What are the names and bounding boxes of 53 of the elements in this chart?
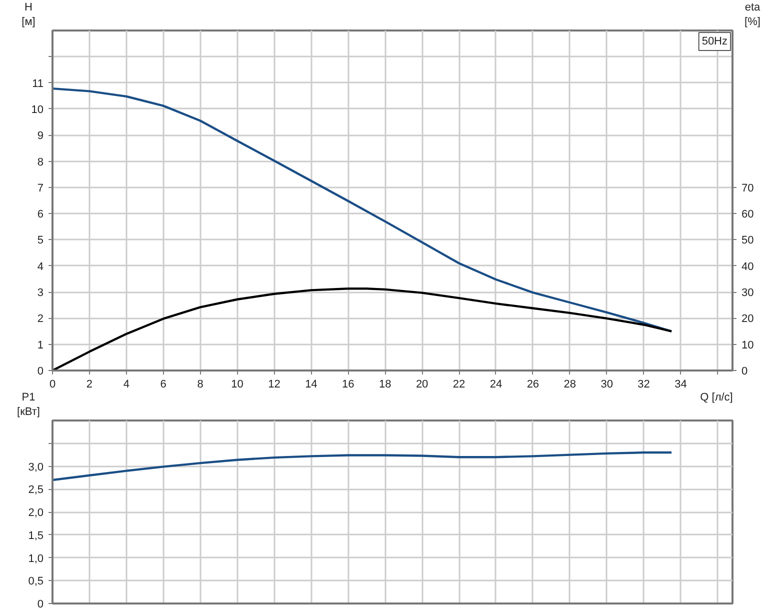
y2-axis-title: eta [%] xyxy=(744,2,762,28)
x-tick-label: 34 xyxy=(674,378,687,390)
x-tick-label: 30 xyxy=(600,378,613,390)
x-tick-label: 26 xyxy=(526,378,540,390)
y-tick-label: 2,0 xyxy=(28,507,44,519)
y-tick-label: 1,0 xyxy=(28,552,44,565)
y2-tick-label: 30 xyxy=(742,287,754,300)
y-tick-label: 6 xyxy=(37,208,44,221)
y-tick-label: 9 xyxy=(37,130,44,142)
y2-tick-label: 10 xyxy=(742,339,754,352)
y-tick-label: 3 xyxy=(37,287,44,300)
y-tick-label: 8 xyxy=(37,156,44,168)
line-series xyxy=(52,87,673,332)
y-axis-title: P1 [кВт] xyxy=(17,392,40,418)
y-tick-label: 7 xyxy=(37,182,44,194)
x-axis-title: Q [л/с] xyxy=(700,392,733,404)
y-tick-label: 3,0 xyxy=(28,461,44,474)
y-tick-label: 2,5 xyxy=(28,484,44,496)
y2-tick-label: 20 xyxy=(742,313,754,326)
x-tick-label: 10 xyxy=(231,378,244,390)
y2-tick-label: 40 xyxy=(742,260,754,273)
y-tick-label: 0 xyxy=(37,366,44,378)
line-series xyxy=(52,288,673,370)
y2-tick-label: 60 xyxy=(742,208,754,221)
x-tick-label: 14 xyxy=(305,378,318,390)
y-axis-title: H [м] xyxy=(22,2,36,28)
y2-tick-label: 0 xyxy=(742,366,748,378)
y-tick-label: 1 xyxy=(37,339,44,352)
x-tick-label: 8 xyxy=(197,378,204,390)
y-tick-label: 2 xyxy=(37,313,44,326)
x-tick-label: 22 xyxy=(452,378,466,390)
x-tick-label: 16 xyxy=(342,378,354,390)
y-tick-label: 0,5 xyxy=(28,576,44,588)
x-tick-label: 24 xyxy=(490,378,502,390)
annotation: 50Hz xyxy=(702,36,728,48)
y2-tick-label: 50 xyxy=(742,234,754,247)
x-tick-label: 6 xyxy=(160,378,166,390)
x-tick-label: 32 xyxy=(638,378,650,390)
x-tick-label: 18 xyxy=(378,378,392,390)
y-tick-label: 4 xyxy=(37,260,44,273)
line-series xyxy=(52,451,673,482)
x-tick-label: 0 xyxy=(49,378,56,390)
y-tick-label: 5 xyxy=(37,234,44,247)
x-tick-label: 12 xyxy=(268,378,280,390)
y-tick-label: 0 xyxy=(37,598,44,610)
x-tick-label: 28 xyxy=(564,378,576,390)
y-tick-label: 11 xyxy=(32,78,44,90)
x-tick-label: 2 xyxy=(86,378,93,390)
x-tick-label: 4 xyxy=(123,378,130,390)
y-tick-label: 1,5 xyxy=(28,530,44,542)
x-tick-label: 20 xyxy=(416,378,428,390)
y-tick-label: 10 xyxy=(31,104,44,116)
y2-tick-label: 70 xyxy=(742,182,754,194)
